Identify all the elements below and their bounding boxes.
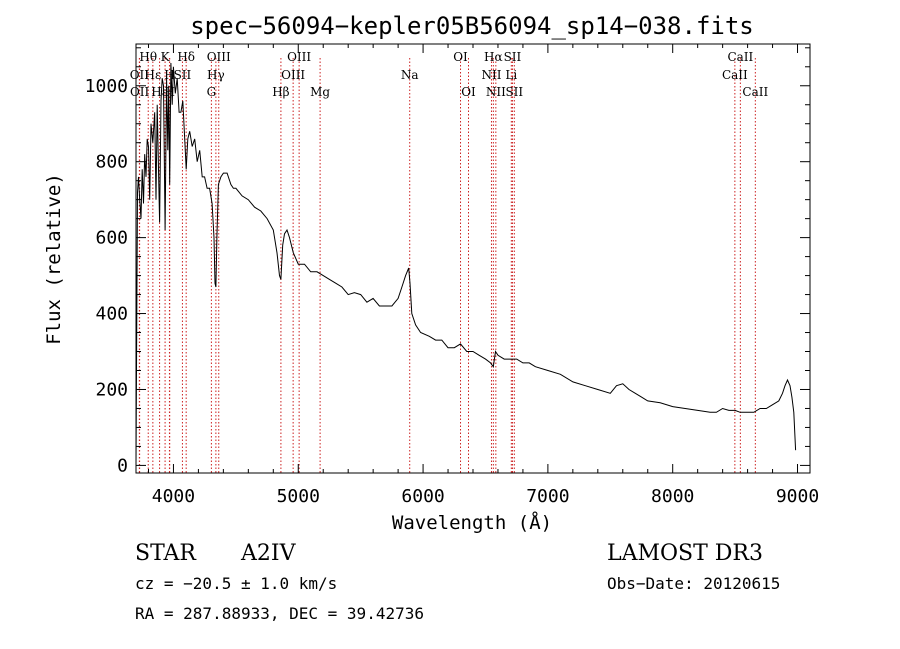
x-tick-label-4000: 4000 — [152, 486, 195, 507]
line-label-24: NII — [486, 85, 506, 99]
line-label-20: Hα — [484, 50, 503, 64]
y-axis-label: Flux (relative) — [43, 173, 65, 345]
y-tick-label-1000: 1000 — [85, 76, 128, 97]
line-label-9: SII — [174, 68, 192, 82]
coordinates: RA = 287.88933, DEC = 39.42736 — [135, 604, 424, 623]
x-tick-label-5000: 5000 — [277, 486, 320, 507]
x-axis-ticks: 4000 5000 6000 7000 8000 9000 — [147, 44, 819, 507]
line-label-17: Na — [401, 68, 419, 82]
observation-date: Obs−Date: 20120615 — [607, 574, 780, 593]
line-label-14: OIII — [281, 68, 305, 82]
line-label-12: G — [207, 85, 217, 99]
line-label-28: CaII — [742, 85, 768, 99]
line-label-1: OII — [130, 68, 150, 82]
line-label-27: CaII — [722, 68, 748, 82]
line-label-25: SII — [505, 85, 523, 99]
x-tick-label-8000: 8000 — [651, 486, 694, 507]
line-label-6: H — [164, 68, 174, 82]
chart-title: spec−56094−kepler05B56094_sp14−038.fits — [190, 12, 754, 40]
line-label-2: OII — [130, 85, 150, 99]
line-label-26: CaII — [727, 50, 753, 64]
line-label-3: Hε — [145, 68, 162, 82]
y-tick-label-600: 600 — [95, 228, 128, 249]
line-label-0: Hθ — [139, 50, 157, 64]
line-label-11: Hγ — [207, 68, 225, 82]
line-label-21: SII — [504, 50, 522, 64]
line-label-8: Hδ — [177, 50, 195, 64]
y-tick-label-0: 0 — [117, 455, 128, 476]
y-tick-label-400: 400 — [95, 304, 128, 325]
spectral-line-markers — [138, 58, 756, 473]
object-class: STAR — [135, 541, 197, 566]
redshift-cz: cz = −20.5 ± 1.0 km/s — [135, 574, 337, 593]
x-tick-label-9000: 9000 — [776, 486, 819, 507]
line-label-5: K — [161, 50, 171, 64]
line-label-16: Mg — [310, 85, 330, 99]
plot-frame — [135, 43, 811, 474]
line-label-10: OIII — [207, 50, 231, 64]
line-label-19: OI — [461, 85, 476, 99]
y-tick-label-800: 800 — [95, 152, 128, 173]
spectrum-line — [135, 62, 797, 466]
x-tick-label-7000: 7000 — [526, 486, 569, 507]
object-subclass: A2IV — [240, 541, 297, 566]
x-axis-label: Wavelength (Å) — [392, 511, 552, 534]
y-tick-label-200: 200 — [95, 379, 128, 400]
line-label-13: OIII — [287, 50, 311, 64]
line-label-15: Hβ — [272, 85, 289, 99]
survey-name: LAMOST DR3 — [607, 541, 763, 566]
line-label-7: H — [164, 85, 174, 99]
line-label-23: Li — [505, 68, 517, 82]
y-axis-ticks: 0 200 400 600 800 1000 — [85, 47, 810, 476]
x-tick-label-6000: 6000 — [401, 486, 444, 507]
line-label-22: NII — [481, 68, 501, 82]
line-label-18: OI — [453, 50, 468, 64]
